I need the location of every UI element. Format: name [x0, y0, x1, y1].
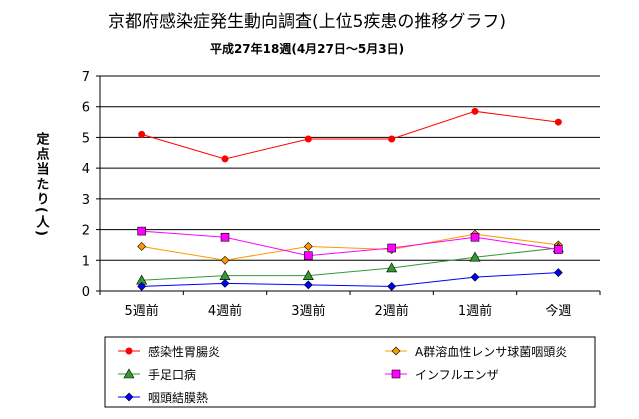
y-tick-label: 5	[82, 131, 90, 146]
x-tick-label: 2週前	[375, 303, 409, 319]
data-point-series-1	[221, 155, 229, 163]
legend-label-5: 咽頭結膜熱	[148, 391, 208, 405]
data-point-series-5	[470, 272, 480, 282]
data-point-series-4	[220, 232, 230, 242]
y-tick-label: 7	[82, 70, 90, 85]
legend-box	[104, 336, 596, 408]
legend-marker-4	[391, 369, 401, 379]
legend-marker-1	[125, 347, 133, 355]
series-line-2	[141, 233, 559, 261]
x-tick-label: 5週前	[125, 303, 159, 319]
data-point-series-5	[220, 278, 230, 288]
data-point-series-3	[386, 262, 398, 273]
data-point-series-1	[138, 130, 146, 138]
data-point-series-5	[553, 268, 563, 277]
series-line-3	[141, 247, 559, 281]
y-tick-label: 3	[82, 193, 90, 208]
y-tick-label: 4	[82, 162, 90, 177]
chart-subtitle: 平成27年18週(4月27日～5月3日)	[210, 41, 404, 56]
x-tick-label: 4週前	[208, 303, 242, 319]
series-line-4	[141, 230, 559, 257]
data-point-series-4	[387, 243, 396, 253]
y-axis-label: 定点当たり(人)	[34, 131, 51, 237]
legend-marker-2	[391, 346, 401, 356]
series-line-1	[141, 110, 559, 160]
data-point-series-4	[304, 251, 313, 260]
plot-area: 0 1 2 3 4 5 6 7 5週前 4週前 3週前 2週前 1週前 今週	[82, 70, 601, 319]
x-tick-label: 1週前	[458, 303, 492, 319]
data-point-series-5	[303, 280, 313, 290]
data-point-series-4	[554, 245, 563, 254]
data-point-series-3	[302, 270, 314, 280]
y-tick-label: 6	[82, 101, 90, 116]
series-line-5	[141, 272, 559, 287]
legend-marker-3	[123, 368, 135, 379]
data-point-series-4	[470, 232, 480, 242]
legend-marker-5	[124, 392, 134, 402]
legend-label-4: インフルエンザ	[415, 368, 499, 382]
y-tick-label: 1	[82, 254, 90, 269]
chart-title: 京都府感染症発生動向調査(上位5疾患の推移グラフ)	[108, 12, 506, 32]
data-point-series-2	[220, 255, 230, 265]
legend-label-1: 感染性胃腸炎	[148, 344, 220, 359]
legend-label-2: A群溶血性レンサ球菌咽頭炎	[415, 344, 567, 359]
data-point-series-3	[469, 251, 481, 262]
data-point-series-1	[388, 135, 396, 143]
data-point-series-1	[471, 107, 479, 115]
y-tick-label: 2	[82, 224, 90, 239]
legend-label-3: 手足口病	[148, 367, 196, 382]
data-point-series-2	[137, 242, 147, 251]
data-point-series-5	[387, 281, 397, 291]
data-point-series-1	[304, 135, 312, 143]
data-point-series-2	[303, 242, 313, 251]
x-tick-label: 今週	[545, 303, 571, 319]
x-tick-label: 3週前	[291, 303, 325, 319]
y-tick-label: 0	[82, 285, 90, 300]
data-point-series-5	[137, 281, 147, 291]
data-point-series-1	[554, 118, 562, 126]
data-point-series-4	[137, 226, 146, 236]
